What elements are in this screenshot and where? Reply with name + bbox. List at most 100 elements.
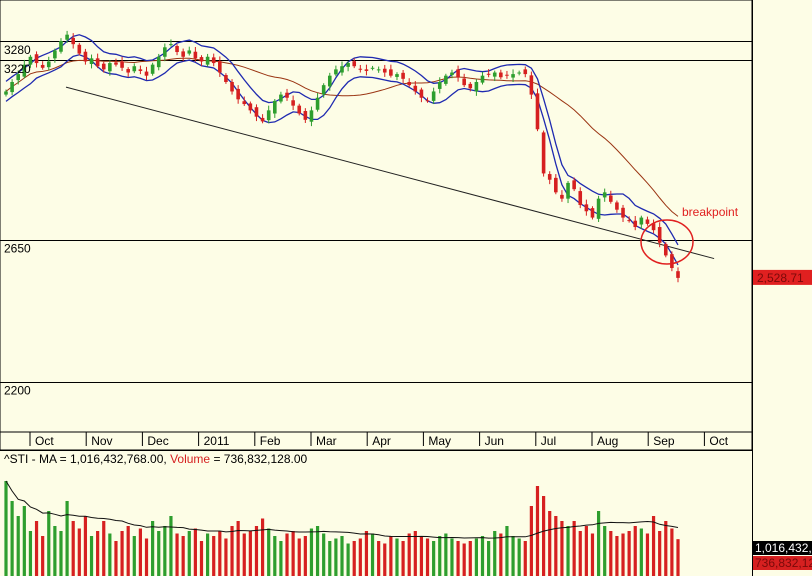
candle-body (175, 46, 179, 53)
volume-bar (535, 486, 540, 576)
volume-bar (291, 531, 295, 576)
candle-body (285, 92, 289, 98)
candle (108, 60, 112, 76)
breakpoint-label: breakpoint (682, 205, 739, 219)
candle (248, 101, 253, 114)
candle-body (156, 56, 161, 68)
candle (285, 88, 289, 101)
volume-bar (554, 516, 558, 576)
candle (517, 70, 521, 76)
candle (59, 38, 63, 54)
trendline (65, 86, 715, 260)
candle (95, 53, 100, 69)
volume-bar (572, 521, 576, 576)
volume-bar (487, 541, 491, 576)
volume-bar (297, 538, 301, 576)
candle-body (211, 57, 216, 64)
candle (609, 190, 613, 204)
candle (602, 188, 607, 202)
candle (315, 93, 320, 112)
volume-bar (212, 536, 216, 576)
volume-bar (108, 533, 112, 576)
candle-body (364, 69, 369, 71)
candle-body (321, 85, 326, 95)
volume-bar (462, 543, 466, 576)
volume-tag-text: 736,832,12 (755, 556, 812, 570)
volume-bar (28, 531, 33, 576)
volume-bar (114, 541, 118, 576)
volume-bar (456, 541, 460, 576)
volume-header: ^STI - MA = 1,016,432,768.00, Volume = 7… (4, 452, 308, 466)
candle (303, 108, 308, 123)
candle (364, 64, 369, 76)
volume-bar (315, 526, 320, 576)
volume-bar (71, 521, 75, 576)
volume-bar (53, 526, 57, 576)
candle (273, 99, 277, 118)
candle (16, 70, 21, 85)
volume-tag-box (753, 556, 812, 570)
candle-body (291, 100, 295, 106)
candle (309, 106, 314, 127)
volume-bar (346, 543, 350, 576)
volume-bar (169, 516, 173, 576)
candle (456, 65, 460, 82)
month-label: Jul (541, 434, 556, 448)
candle-body (633, 220, 638, 228)
price-tick-label: 2200 (4, 384, 31, 398)
candle-body (456, 69, 460, 78)
volume-bar (584, 526, 588, 576)
candle (40, 61, 45, 70)
candle-body (163, 47, 167, 57)
candle (199, 55, 204, 66)
candle (529, 71, 534, 100)
month-label: Aug (597, 434, 618, 448)
price-panel-frame (0, 0, 753, 433)
volume-bar (609, 531, 613, 576)
candle-body (627, 220, 631, 222)
volume-header-vol-label: Volume (170, 452, 210, 466)
candle-body (529, 75, 534, 95)
volume-bar (138, 528, 142, 576)
candle-body (16, 74, 21, 81)
candle-body (315, 97, 320, 110)
candle-body (46, 61, 51, 68)
candle (126, 67, 130, 77)
candle (376, 66, 381, 73)
candle-body (676, 271, 680, 278)
volume-bar (529, 506, 533, 576)
candle (224, 73, 228, 84)
candle-body (266, 110, 271, 121)
volume-bar (151, 521, 155, 576)
volume-bar (499, 533, 503, 576)
candle (657, 222, 662, 248)
volume-bar (389, 536, 393, 576)
candle-body (83, 51, 88, 62)
candle-body (138, 69, 143, 71)
volume-bar (407, 533, 411, 576)
volume-bar (41, 536, 45, 576)
candle (83, 48, 88, 65)
candle-body (95, 58, 100, 67)
candle-body (621, 207, 625, 218)
volume-ma-tag-box (753, 541, 812, 555)
volume-bar (676, 539, 680, 576)
volume-bar (236, 521, 240, 576)
candle-body (499, 72, 503, 78)
volume-header-ma: ^STI - MA = 1,016,432,768.00, (4, 452, 170, 466)
volume-bar (664, 521, 668, 576)
volume-bar (224, 538, 228, 576)
candle-body (236, 88, 240, 100)
candle-body (205, 56, 210, 65)
candle (150, 62, 155, 76)
candle (169, 39, 173, 47)
candle-body (419, 89, 424, 98)
candle-body (657, 227, 662, 243)
candle (10, 79, 14, 96)
support-trendline (65, 86, 715, 260)
volume-bar (413, 531, 417, 576)
candle-body (596, 198, 601, 219)
candle-body (584, 204, 589, 212)
candle (138, 65, 143, 75)
